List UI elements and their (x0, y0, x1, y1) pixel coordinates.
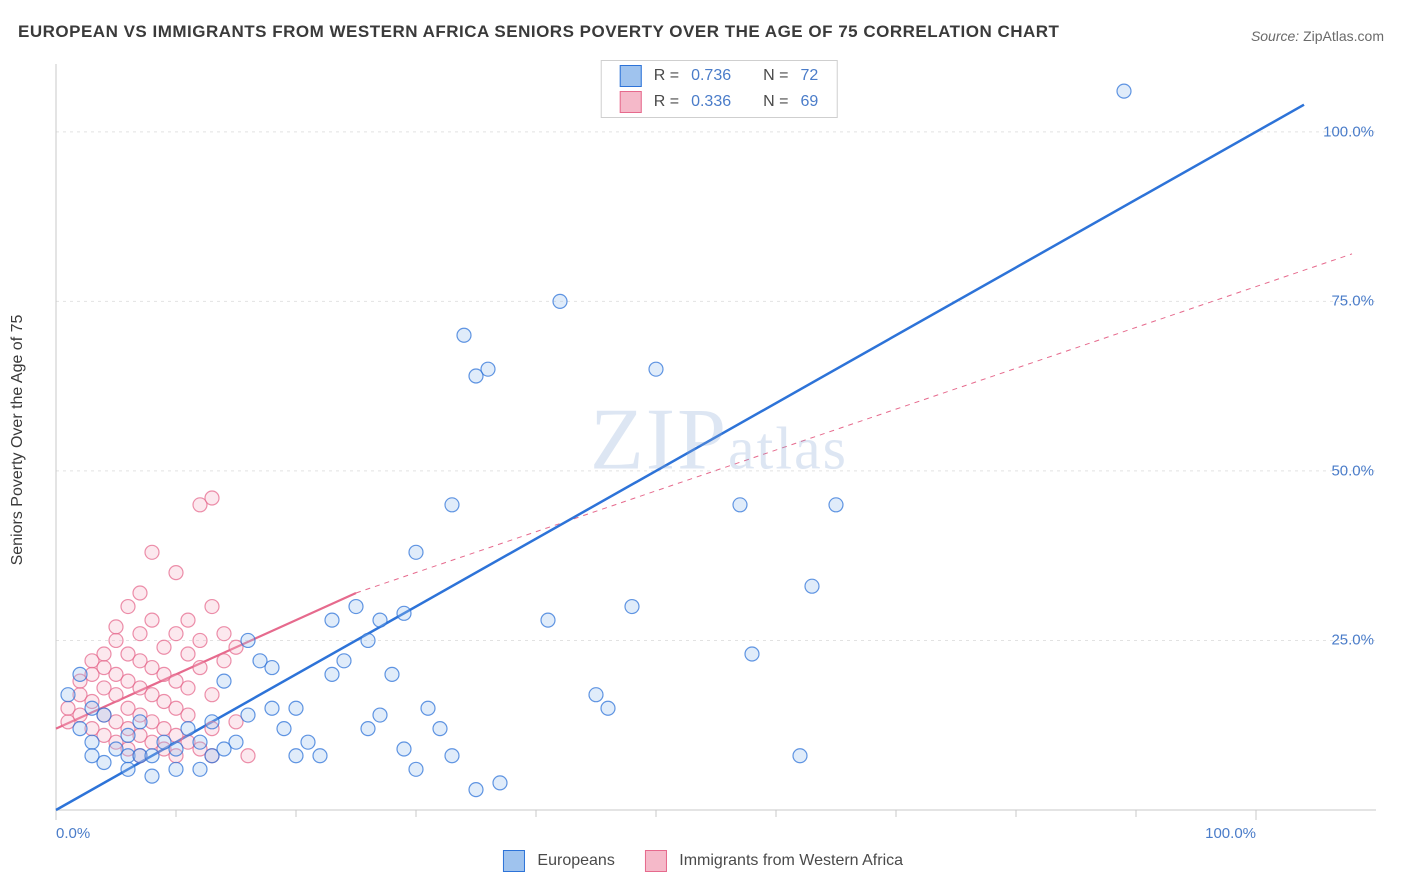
legend-item-europeans: Europeans (503, 850, 615, 872)
x-tick-label: 100.0% (1205, 825, 1256, 842)
swatch-icon (620, 65, 642, 87)
source-label: Source: (1251, 28, 1299, 44)
y-tick-label: 100.0% (1323, 123, 1374, 140)
correlation-legend: R = 0.736 N = 72 R = 0.336 N = 69 (601, 60, 838, 118)
n-prefix: N = (763, 67, 788, 85)
r-value-europeans: 0.736 (691, 67, 731, 85)
legend-label: Europeans (537, 852, 614, 869)
r-prefix: R = (654, 93, 679, 111)
n-value-europeans: 72 (800, 67, 818, 85)
y-tick-label: 25.0% (1331, 632, 1374, 649)
source-value: ZipAtlas.com (1303, 28, 1384, 44)
plot-area: ZIPatlas R = 0.736 N = 72 R = 0.336 N = … (54, 60, 1384, 840)
swatch-icon (620, 91, 642, 113)
n-prefix: N = (763, 93, 788, 111)
n-value-westafrica: 69 (800, 93, 818, 111)
legend-item-westafrica: Immigrants from Western Africa (645, 850, 903, 872)
y-tick-label: 75.0% (1331, 293, 1374, 310)
swatch-icon (503, 850, 525, 872)
y-axis-label: Seniors Poverty Over the Age of 75 (9, 315, 27, 566)
r-prefix: R = (654, 67, 679, 85)
legend-label: Immigrants from Western Africa (679, 852, 903, 869)
scatter-chart-svg (54, 60, 1384, 840)
y-tick-label: 50.0% (1331, 462, 1374, 479)
x-tick-label: 0.0% (56, 825, 90, 842)
legend-row-westafrica: R = 0.336 N = 69 (620, 91, 819, 113)
swatch-icon (645, 850, 667, 872)
r-value-westafrica: 0.336 (691, 93, 731, 111)
source-attribution: Source: ZipAtlas.com (1251, 28, 1384, 44)
legend-row-europeans: R = 0.736 N = 72 (620, 65, 819, 87)
series-legend: Europeans Immigrants from Western Africa (503, 850, 903, 872)
chart-title: EUROPEAN VS IMMIGRANTS FROM WESTERN AFRI… (18, 22, 1059, 42)
